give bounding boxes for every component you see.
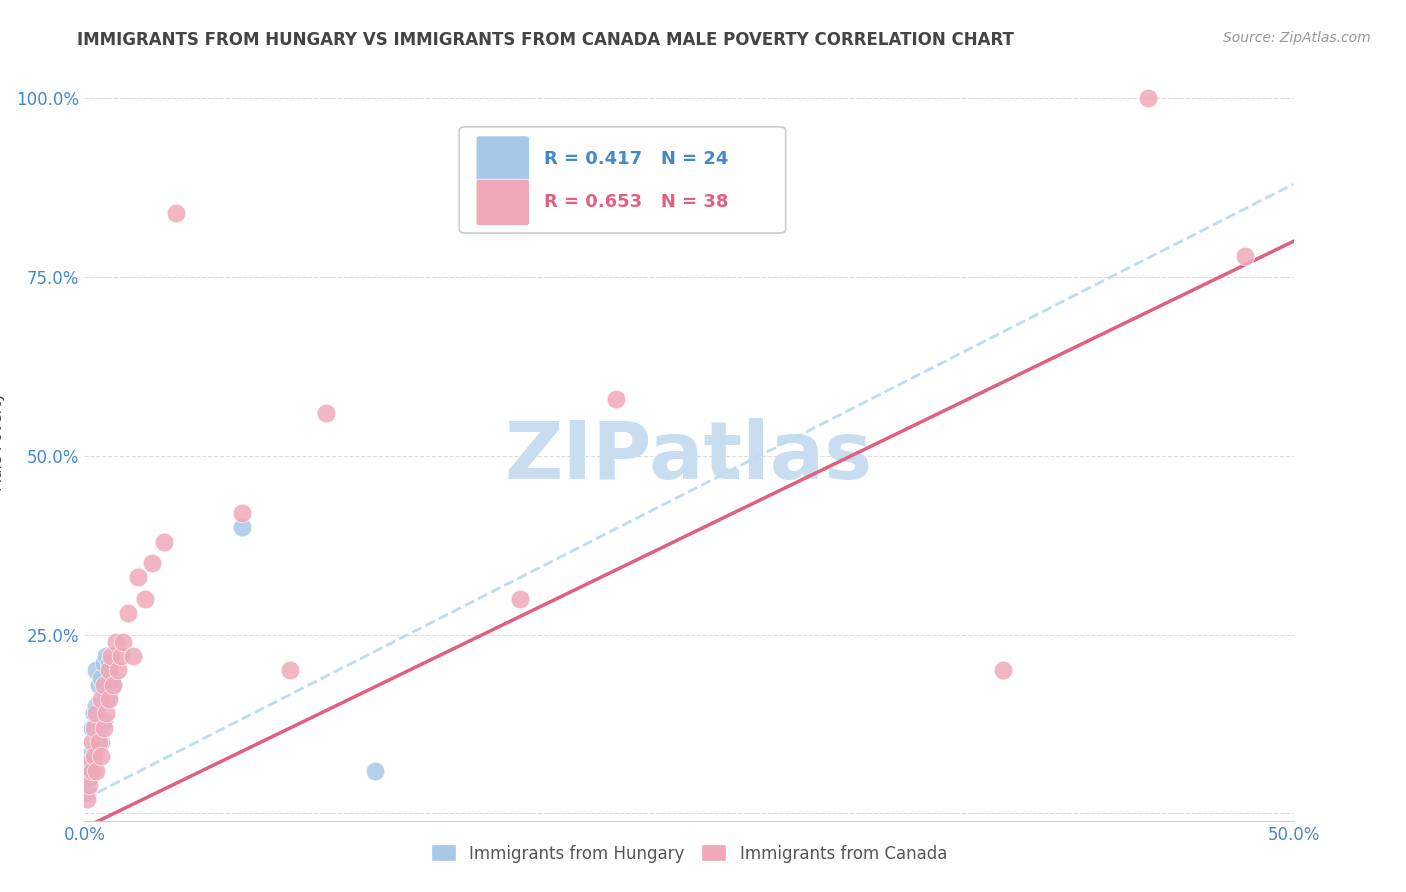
- Legend: Immigrants from Hungary, Immigrants from Canada: Immigrants from Hungary, Immigrants from…: [425, 838, 953, 869]
- Point: [97, 685, 120, 699]
- Point: [231, 506, 253, 520]
- Point: [94, 706, 117, 721]
- Point: [278, 664, 301, 678]
- Point: [94, 692, 117, 706]
- Point: [86, 664, 108, 678]
- Point: [97, 657, 120, 671]
- Point: [80, 735, 103, 749]
- Point: [77, 749, 100, 764]
- Point: [103, 678, 125, 692]
- Point: [93, 678, 115, 692]
- Point: [134, 591, 156, 606]
- Point: [86, 742, 108, 756]
- Point: [94, 649, 117, 664]
- Point: [80, 721, 103, 735]
- Point: [993, 664, 1015, 678]
- Point: [1234, 249, 1257, 263]
- Text: ZIPatlas: ZIPatlas: [505, 417, 873, 496]
- Point: [363, 764, 385, 778]
- Point: [86, 699, 108, 714]
- Point: [97, 664, 120, 678]
- Point: [117, 606, 139, 620]
- Point: [83, 749, 105, 764]
- Point: [112, 635, 135, 649]
- Point: [90, 749, 112, 764]
- Point: [121, 649, 143, 664]
- Point: [97, 692, 120, 706]
- Point: [93, 714, 115, 728]
- Point: [127, 570, 149, 584]
- Point: [83, 756, 105, 771]
- Point: [80, 764, 103, 778]
- Point: [165, 205, 187, 219]
- Point: [90, 692, 112, 706]
- Point: [86, 764, 108, 778]
- Point: [76, 792, 98, 806]
- Point: [153, 534, 176, 549]
- Y-axis label: Male Poverty: Male Poverty: [0, 392, 6, 491]
- Point: [509, 591, 531, 606]
- Point: [83, 721, 105, 735]
- Point: [100, 649, 122, 664]
- Point: [83, 706, 105, 721]
- Point: [107, 664, 129, 678]
- Text: IMMIGRANTS FROM HUNGARY VS IMMIGRANTS FROM CANADA MALE POVERTY CORRELATION CHART: IMMIGRANTS FROM HUNGARY VS IMMIGRANTS FR…: [77, 31, 1014, 49]
- Point: [1137, 91, 1160, 105]
- Point: [86, 706, 108, 721]
- Point: [103, 678, 125, 692]
- Point: [90, 735, 112, 749]
- Point: [90, 671, 112, 685]
- Point: [104, 635, 127, 649]
- FancyBboxPatch shape: [477, 179, 529, 226]
- Point: [100, 671, 122, 685]
- Text: R = 0.653   N = 38: R = 0.653 N = 38: [544, 193, 728, 211]
- Point: [110, 649, 132, 664]
- Text: Source: ZipAtlas.com: Source: ZipAtlas.com: [1223, 31, 1371, 45]
- Point: [605, 392, 627, 406]
- Point: [87, 728, 110, 742]
- Point: [93, 657, 115, 671]
- Point: [93, 721, 115, 735]
- Point: [77, 771, 100, 785]
- Point: [77, 778, 100, 792]
- Point: [231, 520, 253, 534]
- Point: [76, 785, 98, 799]
- Point: [87, 678, 110, 692]
- FancyBboxPatch shape: [477, 136, 529, 182]
- Point: [87, 735, 110, 749]
- Point: [141, 556, 163, 570]
- Point: [77, 756, 100, 771]
- Point: [315, 406, 337, 420]
- FancyBboxPatch shape: [460, 127, 786, 233]
- Text: R = 0.417   N = 24: R = 0.417 N = 24: [544, 150, 728, 168]
- Point: [80, 764, 103, 778]
